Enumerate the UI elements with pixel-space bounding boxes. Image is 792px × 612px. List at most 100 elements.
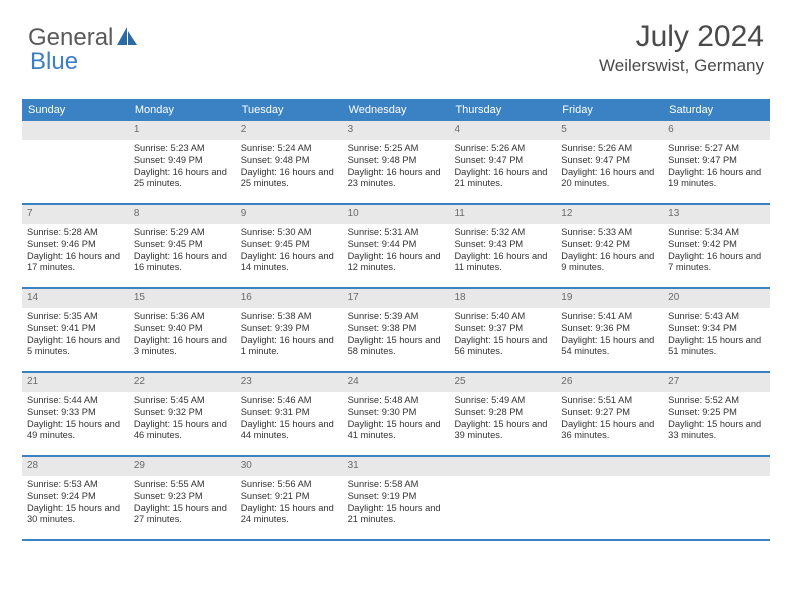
day-body: Sunrise: 5:29 AMSunset: 9:45 PMDaylight:… [129, 224, 236, 280]
header: July 2024 Weilerswist, Germany [599, 20, 764, 76]
day-info-line: Sunrise: 5:43 AM [668, 311, 765, 323]
day-info-line: Sunset: 9:30 PM [348, 407, 445, 419]
day-number: 7 [22, 205, 129, 224]
day-body: Sunrise: 5:28 AMSunset: 9:46 PMDaylight:… [22, 224, 129, 280]
day-header-cell: Sunday [22, 99, 129, 121]
day-info-line: Sunrise: 5:31 AM [348, 227, 445, 239]
day-number [663, 457, 770, 476]
day-info-line: Daylight: 16 hours and 17 minutes. [27, 251, 124, 275]
day-number: 20 [663, 289, 770, 308]
day-info-line: Sunset: 9:47 PM [561, 155, 658, 167]
day-cell: 23Sunrise: 5:46 AMSunset: 9:31 PMDayligh… [236, 373, 343, 455]
day-info-line: Sunset: 9:38 PM [348, 323, 445, 335]
day-info-line: Sunset: 9:40 PM [134, 323, 231, 335]
day-cell: 3Sunrise: 5:25 AMSunset: 9:48 PMDaylight… [343, 121, 450, 203]
day-body [449, 476, 556, 536]
day-body: Sunrise: 5:24 AMSunset: 9:48 PMDaylight:… [236, 140, 343, 196]
day-cell: 22Sunrise: 5:45 AMSunset: 9:32 PMDayligh… [129, 373, 236, 455]
day-info-line: Sunrise: 5:44 AM [27, 395, 124, 407]
day-info-line: Sunset: 9:23 PM [134, 491, 231, 503]
day-body: Sunrise: 5:58 AMSunset: 9:19 PMDaylight:… [343, 476, 450, 532]
day-number: 2 [236, 121, 343, 140]
day-number: 21 [22, 373, 129, 392]
day-number: 13 [663, 205, 770, 224]
day-body: Sunrise: 5:43 AMSunset: 9:34 PMDaylight:… [663, 308, 770, 364]
day-number: 1 [129, 121, 236, 140]
day-info-line: Sunrise: 5:27 AM [668, 143, 765, 155]
day-info-line: Daylight: 16 hours and 1 minute. [241, 335, 338, 359]
day-info-line: Sunrise: 5:58 AM [348, 479, 445, 491]
day-number: 4 [449, 121, 556, 140]
day-info-line: Daylight: 16 hours and 25 minutes. [241, 167, 338, 191]
day-cell: 14Sunrise: 5:35 AMSunset: 9:41 PMDayligh… [22, 289, 129, 371]
day-number: 16 [236, 289, 343, 308]
day-info-line: Sunrise: 5:45 AM [134, 395, 231, 407]
day-number: 5 [556, 121, 663, 140]
day-number: 6 [663, 121, 770, 140]
day-body: Sunrise: 5:25 AMSunset: 9:48 PMDaylight:… [343, 140, 450, 196]
day-body: Sunrise: 5:23 AMSunset: 9:49 PMDaylight:… [129, 140, 236, 196]
day-info-line: Daylight: 15 hours and 33 minutes. [668, 419, 765, 443]
day-header-cell: Friday [556, 99, 663, 121]
day-info-line: Sunrise: 5:26 AM [454, 143, 551, 155]
month-title: July 2024 [599, 20, 764, 54]
day-info-line: Daylight: 16 hours and 21 minutes. [454, 167, 551, 191]
day-info-line: Sunset: 9:33 PM [27, 407, 124, 419]
day-number: 18 [449, 289, 556, 308]
day-number: 12 [556, 205, 663, 224]
day-info-line: Daylight: 15 hours and 58 minutes. [348, 335, 445, 359]
day-cell: 15Sunrise: 5:36 AMSunset: 9:40 PMDayligh… [129, 289, 236, 371]
day-info-line: Sunrise: 5:53 AM [27, 479, 124, 491]
day-info-line: Daylight: 16 hours and 20 minutes. [561, 167, 658, 191]
day-info-line: Sunset: 9:46 PM [27, 239, 124, 251]
day-info-line: Sunset: 9:45 PM [241, 239, 338, 251]
day-number: 14 [22, 289, 129, 308]
day-info-line: Sunrise: 5:25 AM [348, 143, 445, 155]
day-info-line: Sunset: 9:49 PM [134, 155, 231, 167]
day-body: Sunrise: 5:48 AMSunset: 9:30 PMDaylight:… [343, 392, 450, 448]
day-info-line: Sunset: 9:42 PM [561, 239, 658, 251]
day-info-line: Sunset: 9:47 PM [668, 155, 765, 167]
day-number: 10 [343, 205, 450, 224]
day-cell: 30Sunrise: 5:56 AMSunset: 9:21 PMDayligh… [236, 457, 343, 539]
week-row: 1Sunrise: 5:23 AMSunset: 9:49 PMDaylight… [22, 121, 770, 205]
day-info-line: Daylight: 15 hours and 44 minutes. [241, 419, 338, 443]
day-cell: 10Sunrise: 5:31 AMSunset: 9:44 PMDayligh… [343, 205, 450, 287]
day-body: Sunrise: 5:45 AMSunset: 9:32 PMDaylight:… [129, 392, 236, 448]
day-cell: 6Sunrise: 5:27 AMSunset: 9:47 PMDaylight… [663, 121, 770, 203]
day-header-cell: Saturday [663, 99, 770, 121]
day-body: Sunrise: 5:27 AMSunset: 9:47 PMDaylight:… [663, 140, 770, 196]
day-info-line: Daylight: 16 hours and 16 minutes. [134, 251, 231, 275]
day-info-line: Sunrise: 5:29 AM [134, 227, 231, 239]
day-info-line: Sunset: 9:48 PM [348, 155, 445, 167]
day-header-cell: Monday [129, 99, 236, 121]
day-info-line: Sunset: 9:39 PM [241, 323, 338, 335]
day-info-line: Sunrise: 5:51 AM [561, 395, 658, 407]
day-info-line: Sunrise: 5:23 AM [134, 143, 231, 155]
day-body: Sunrise: 5:35 AMSunset: 9:41 PMDaylight:… [22, 308, 129, 364]
day-info-line: Daylight: 15 hours and 46 minutes. [134, 419, 231, 443]
day-info-line: Sunrise: 5:55 AM [134, 479, 231, 491]
day-info-line: Daylight: 15 hours and 24 minutes. [241, 503, 338, 527]
day-number: 19 [556, 289, 663, 308]
calendar: SundayMondayTuesdayWednesdayThursdayFrid… [22, 99, 770, 541]
day-info-line: Sunrise: 5:32 AM [454, 227, 551, 239]
day-header-cell: Thursday [449, 99, 556, 121]
day-cell: 27Sunrise: 5:52 AMSunset: 9:25 PMDayligh… [663, 373, 770, 455]
day-body: Sunrise: 5:44 AMSunset: 9:33 PMDaylight:… [22, 392, 129, 448]
day-info-line: Sunrise: 5:41 AM [561, 311, 658, 323]
day-info-line: Daylight: 16 hours and 9 minutes. [561, 251, 658, 275]
day-cell: 24Sunrise: 5:48 AMSunset: 9:30 PMDayligh… [343, 373, 450, 455]
day-info-line: Sunrise: 5:35 AM [27, 311, 124, 323]
day-info-line: Sunset: 9:25 PM [668, 407, 765, 419]
day-cell: 9Sunrise: 5:30 AMSunset: 9:45 PMDaylight… [236, 205, 343, 287]
day-info-line: Sunset: 9:48 PM [241, 155, 338, 167]
day-number: 9 [236, 205, 343, 224]
day-info-line: Sunset: 9:28 PM [454, 407, 551, 419]
day-info-line: Sunrise: 5:56 AM [241, 479, 338, 491]
day-body: Sunrise: 5:36 AMSunset: 9:40 PMDaylight:… [129, 308, 236, 364]
day-cell: 13Sunrise: 5:34 AMSunset: 9:42 PMDayligh… [663, 205, 770, 287]
day-cell: 29Sunrise: 5:55 AMSunset: 9:23 PMDayligh… [129, 457, 236, 539]
day-body: Sunrise: 5:33 AMSunset: 9:42 PMDaylight:… [556, 224, 663, 280]
day-body: Sunrise: 5:55 AMSunset: 9:23 PMDaylight:… [129, 476, 236, 532]
